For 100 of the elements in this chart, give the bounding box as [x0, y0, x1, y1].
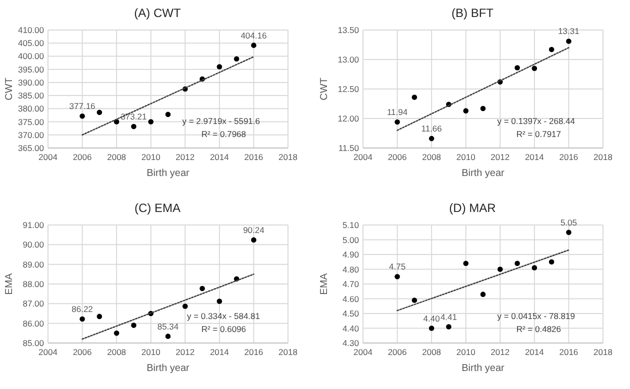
y-tick-label: 4.60: [342, 294, 360, 304]
point: [182, 304, 188, 309]
annotation: R² = 0.7917: [516, 129, 562, 139]
point: [412, 298, 418, 303]
x-tick-label: 2014: [524, 152, 544, 162]
x-tick-label: 2018: [594, 152, 613, 162]
y-tick-label: 13.00: [338, 54, 360, 64]
x-axis-title: Birth year: [462, 363, 506, 374]
y-axis-title: CWT: [4, 78, 15, 100]
y-tick-label: 365.00: [18, 143, 44, 153]
chart-title: (D) MAR: [449, 201, 496, 215]
point: [446, 324, 452, 330]
x-tick-label: 2008: [107, 152, 126, 162]
x-tick-label: 2008: [107, 347, 126, 357]
y-tick-label: 370.00: [18, 130, 44, 140]
point: [165, 112, 171, 118]
chart-title: (B) BFT: [452, 6, 494, 20]
data-label: 13.31: [558, 26, 580, 36]
annotation: y = 0.334x - 584.81: [186, 311, 260, 321]
annotation: y = 0.0415x - 78.819: [497, 311, 576, 321]
y-axis-title: EMA: [319, 272, 330, 295]
y-tick-label: 90.00: [22, 240, 44, 250]
x-tick-label: 2014: [524, 347, 544, 357]
y-tick-label: 85.00: [22, 338, 44, 348]
point: [532, 66, 538, 71]
x-tick-label: 2010: [456, 347, 476, 357]
y-tick-label: 4.50: [342, 308, 360, 318]
point: [251, 237, 256, 243]
point: [514, 260, 520, 266]
point: [148, 119, 154, 124]
y-tick-label: 89.00: [22, 259, 44, 270]
data-label: 4.40: [423, 313, 440, 324]
x-tick-label: 2014: [210, 152, 230, 162]
point: [216, 64, 222, 70]
point: [96, 110, 102, 115]
x-tick-label: 2016: [244, 152, 264, 162]
y-tick-label: 13.50: [338, 25, 360, 35]
x-tick-label: 2004: [38, 347, 58, 357]
x-tick-label: 2018: [594, 347, 613, 357]
x-tick-label: 2014: [210, 347, 230, 357]
x-axis-title: Birth year: [462, 168, 506, 179]
y-tick-label: 4.90: [342, 250, 360, 260]
x-axis-title: Birth year: [146, 363, 190, 374]
data-label: 4.75: [389, 262, 406, 272]
x-tick-label: 2018: [278, 347, 298, 357]
data-label: 90.24: [243, 224, 265, 235]
x-tick-label: 2012: [176, 347, 195, 357]
annotation: y = 2.9719x - 5591.6: [182, 116, 260, 126]
data-label: 11.94: [386, 107, 408, 118]
point: [566, 230, 572, 236]
y-axis-title: CWT: [319, 78, 330, 100]
y-tick-label: 5.10: [342, 220, 360, 230]
point: [131, 124, 136, 130]
x-tick-label: 2008: [422, 347, 442, 357]
data-label: 373.21: [120, 111, 147, 122]
point: [548, 46, 554, 52]
x-tick-label: 2012: [490, 152, 510, 162]
point: [548, 259, 554, 265]
point: [80, 316, 85, 322]
point: [114, 330, 120, 336]
y-tick-label: 87.00: [22, 298, 44, 309]
point: [234, 56, 240, 62]
x-tick-label: 2010: [456, 152, 476, 162]
point: [200, 286, 205, 292]
x-tick-label: 2004: [354, 347, 373, 357]
chart-title: (A) CWT: [134, 6, 182, 20]
y-tick-label: 86.00: [22, 318, 44, 328]
point: [480, 106, 486, 112]
annotation: R² = 0.7968: [201, 129, 246, 139]
x-tick-label: 2016: [559, 347, 578, 357]
y-tick-label: 5.00: [342, 234, 360, 245]
y-tick-label: 405.00: [18, 38, 44, 48]
chart-title: (C) EMA: [134, 201, 180, 215]
point: [463, 108, 469, 114]
y-tick-label: 4.70: [342, 279, 360, 289]
y-tick-label: 12.00: [338, 114, 360, 124]
y-tick-label: 4.80: [342, 264, 360, 274]
annotation: y = 0.1397x - 268.44: [497, 116, 576, 126]
point: [80, 113, 85, 119]
point: [532, 265, 538, 270]
x-tick-label: 2012: [490, 347, 510, 357]
point: [463, 260, 469, 266]
x-tick-label: 2010: [141, 152, 161, 162]
point: [428, 326, 434, 331]
point: [428, 136, 434, 142]
x-tick-label: 2006: [388, 347, 408, 357]
x-tick-label: 2004: [354, 152, 373, 162]
point: [96, 314, 102, 320]
data-label: 11.66: [421, 124, 442, 134]
y-axis-title: EMA: [4, 272, 15, 295]
data-label: 85.34: [157, 321, 179, 332]
point: [394, 274, 400, 280]
y-tick-label: 400.00: [18, 51, 44, 62]
data-label: 5.05: [560, 217, 578, 228]
y-tick-label: 385.00: [18, 90, 44, 101]
x-tick-label: 2012: [176, 152, 195, 162]
point: [514, 65, 520, 70]
point: [216, 298, 222, 304]
x-axis-title: Birth year: [146, 168, 190, 179]
y-tick-label: 11.50: [338, 143, 360, 153]
